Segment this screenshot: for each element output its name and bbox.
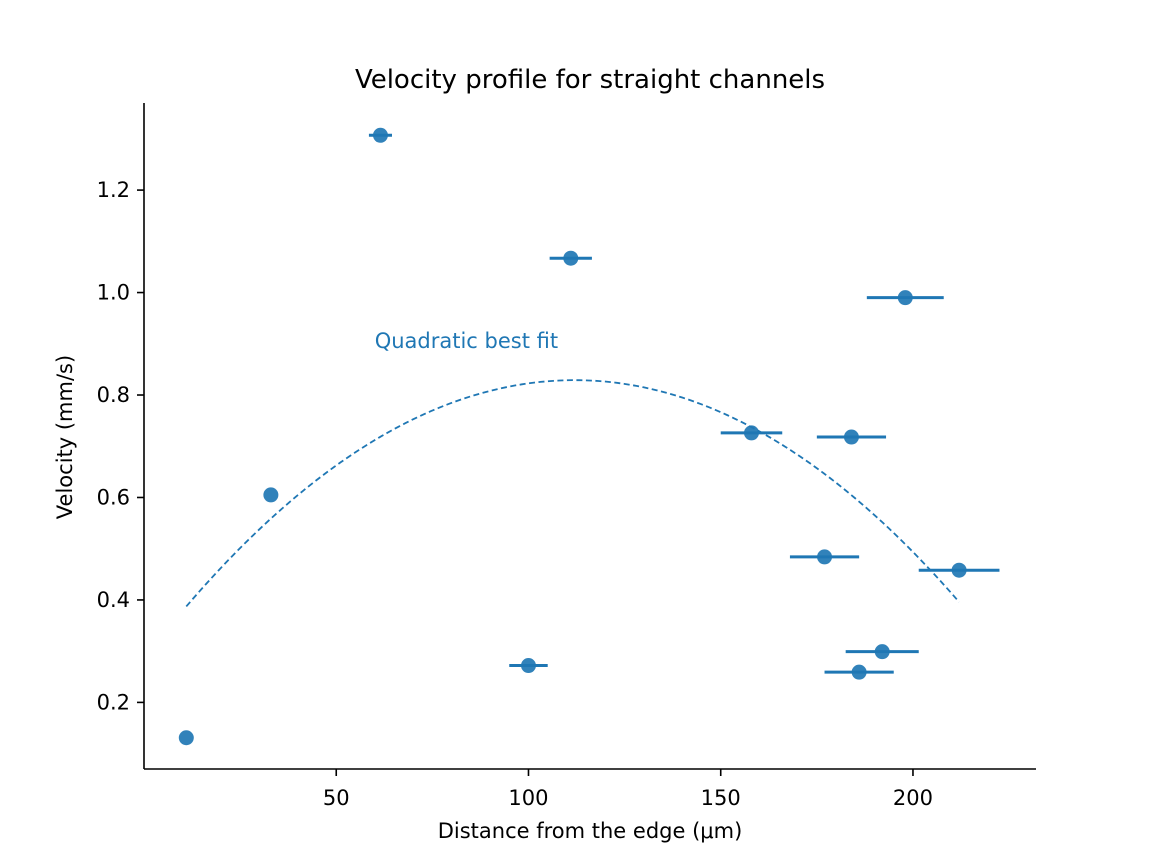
data-point (372, 127, 388, 143)
fit-curve-line (185, 379, 960, 608)
x-tick-label: 200 (893, 786, 933, 810)
x-axis: 50 100 150 200 (144, 768, 1036, 810)
x-tick-label: 100 (508, 786, 548, 810)
y-tick-label: 0.4 (97, 588, 130, 612)
fit-annotation: Quadratic best fit (375, 329, 558, 353)
errorbars-group (368, 133, 1000, 674)
data-point (263, 487, 279, 503)
data-point (178, 730, 194, 746)
x-tick-label: 50 (323, 786, 350, 810)
y-tick-label: 1.2 (97, 178, 130, 202)
data-point (851, 664, 867, 680)
y-tick-label: 0.6 (97, 485, 130, 509)
y-tick-label: 1.0 (97, 281, 130, 305)
data-point (743, 425, 759, 441)
y-tick-label: 0.2 (97, 690, 130, 714)
data-point (951, 562, 967, 578)
y-axis: 0.2 0.4 0.6 0.8 1.0 1.2 (97, 103, 145, 769)
y-axis-label: Velocity (mm/s) (53, 355, 77, 519)
y-tick-label: 0.8 (97, 383, 130, 407)
data-point (897, 290, 913, 306)
data-point (843, 429, 859, 445)
fit-curve-group (185, 379, 960, 608)
x-axis-label: Distance from the edge (μm) (438, 819, 743, 843)
data-point (817, 549, 833, 565)
data-point (520, 658, 536, 674)
chart-title: Velocity profile for straight channels (355, 65, 825, 95)
x-tick-label: 150 (701, 786, 741, 810)
data-point (563, 250, 579, 266)
data-point (874, 644, 890, 660)
points-group (178, 127, 967, 746)
